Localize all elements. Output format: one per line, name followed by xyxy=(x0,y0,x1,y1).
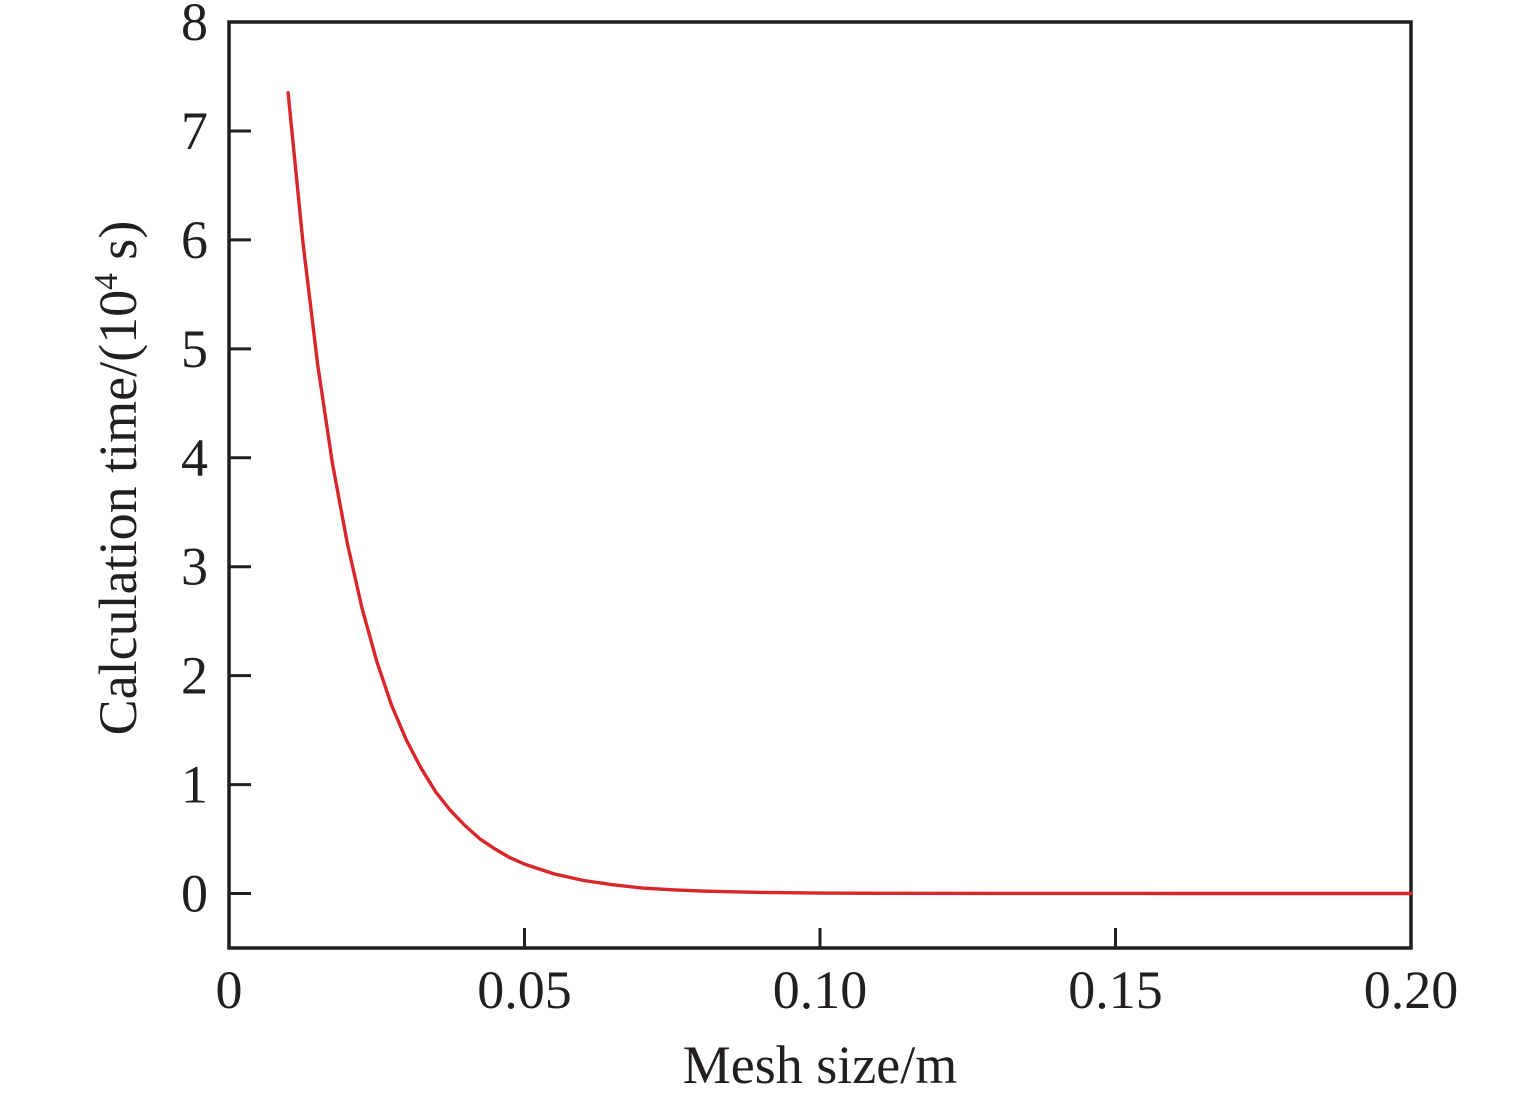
x-tick-label: 0.10 xyxy=(773,960,868,1020)
y-axis-title-prefix: Calculation time/(10 xyxy=(88,289,148,736)
y-tick-label: 2 xyxy=(181,646,208,706)
y-tick-label: 6 xyxy=(181,210,208,270)
y-tick-label: 0 xyxy=(181,864,208,924)
x-axis-title: Mesh size/m xyxy=(682,1035,958,1095)
y-tick-label: 5 xyxy=(181,319,208,379)
plot-frame xyxy=(227,20,1413,950)
x-tick-label: 0 xyxy=(216,960,243,1020)
y-axis-title-suffix: s) xyxy=(88,220,148,274)
x-tick-label: 0.15 xyxy=(1068,960,1163,1020)
y-tick-label: 3 xyxy=(181,537,208,597)
calculation-time-curve xyxy=(286,91,1413,896)
y-axis-title-superscript: 4 xyxy=(88,273,125,290)
y-tick-label: 1 xyxy=(181,755,208,815)
y-tick-label: 7 xyxy=(181,101,208,161)
y-axis-title: Calculation time/(104 s) xyxy=(86,78,150,878)
y-tick-label: 4 xyxy=(181,428,208,488)
x-tick-label: 0.20 xyxy=(1364,960,1459,1020)
x-tick-label: 0.05 xyxy=(477,960,572,1020)
y-tick-label: 8 xyxy=(181,0,208,52)
